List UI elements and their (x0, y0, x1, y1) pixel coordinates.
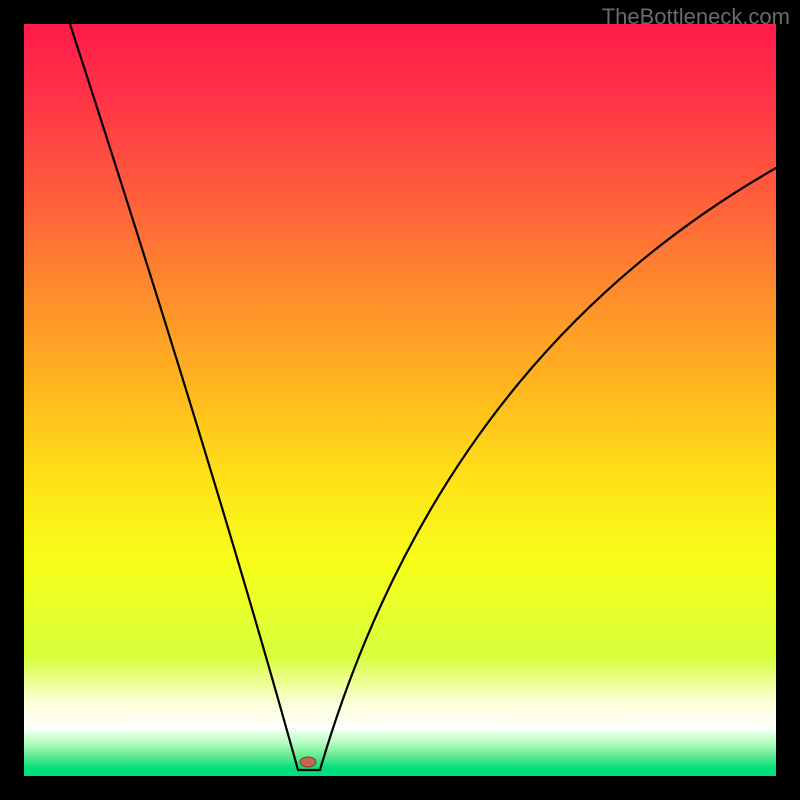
chart-canvas (0, 0, 800, 800)
bottleneck-chart: TheBottleneck.com (0, 0, 800, 800)
vertex-marker (300, 757, 316, 767)
watermark-text: TheBottleneck.com (602, 4, 790, 30)
plot-area (24, 24, 776, 776)
